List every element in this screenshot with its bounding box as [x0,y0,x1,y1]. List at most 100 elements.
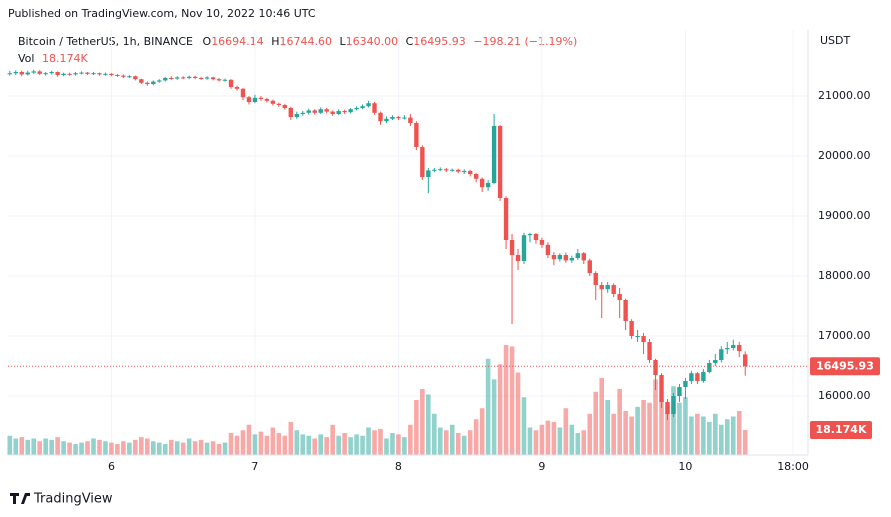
volume-bar [180,442,186,455]
x-tick-label: 6 [108,460,115,473]
volume-bar [348,437,353,455]
volume-bar [623,411,628,455]
volume-bar [61,441,66,455]
candle-body [575,253,581,259]
candle-body [234,87,240,89]
candle-body [629,321,634,337]
candle-body [545,244,551,256]
volume-bar [222,442,228,455]
candle-body [402,117,407,119]
volume-bar [689,416,694,455]
volume-bar [330,424,335,455]
volume-bar [479,408,485,455]
candle-body [635,336,640,338]
volume-bar [677,402,682,455]
candle-body [258,97,264,100]
candle-body [665,402,670,415]
volume-tag-bg [810,421,872,440]
candle-body [97,73,102,75]
y-tick-label: 17000.00 [818,329,871,342]
volume-bar [742,430,748,455]
candle-body [438,169,443,171]
volume-bar [605,400,611,455]
volume-bar [659,400,664,455]
open-value: 16694.14 [211,35,264,48]
y-tick-label: 18000.00 [818,269,871,282]
x-tick-label: 8 [395,460,402,473]
volume-bar [551,422,557,455]
volume-tag: 18.174K [816,423,867,436]
candle-body [336,111,341,115]
volume-bar [461,435,467,455]
candle-body [737,345,742,352]
candle-body [43,73,48,75]
candle-body [509,240,515,256]
candle-body [31,71,36,73]
volume-bar [635,406,640,455]
candle-body [581,253,586,261]
candle-body [163,78,168,81]
volume-bar [150,441,156,455]
volume-bar [204,442,210,455]
volume-bar [19,437,25,455]
candle-body [240,88,246,98]
candle-body [19,72,24,75]
candle-body [503,198,509,241]
volume-bar [449,424,455,455]
candle-body [360,106,365,109]
volume-bar [378,428,383,455]
candle-body [55,72,60,76]
volume-bar [539,424,545,455]
volume-bar [384,438,389,455]
volume-bar [665,405,670,455]
candle-body [372,103,377,113]
candle-body [491,126,497,184]
candle-body [647,342,652,361]
volume-bar [318,434,324,455]
candle-body [467,171,473,175]
volume-bar [306,435,312,455]
volume-bar [282,435,288,455]
volume-bar [587,413,593,455]
candle-body [366,103,371,107]
y-axis-label: USDT [820,34,851,47]
volume-bar [210,441,216,455]
candle-body [342,111,347,113]
candle-body [210,77,216,80]
candle-body [599,285,604,290]
volume-bar [611,413,616,455]
candle-body [725,348,730,350]
open-label: O [203,35,212,48]
footer-logo: TradingView [10,492,113,507]
volume-bar [527,427,533,455]
volume-bar [300,434,306,455]
volume-bar [354,434,359,455]
candle-body [408,117,413,124]
change-value: −198.21 (−1.19%) [473,35,577,48]
volume-bar [145,438,150,455]
candle-body [533,234,539,241]
volume-bar [324,437,329,455]
candle-body [593,273,598,286]
volume-bar [701,416,706,455]
volume-bar [509,346,515,455]
volume-bar [521,397,527,455]
x-tick-label: 9 [538,460,545,473]
volume-bar [258,431,264,455]
candle-body [115,75,120,77]
candle-body [378,112,383,122]
volume-bar [115,444,120,455]
volume-bar [31,438,37,455]
volume-bar [168,439,174,455]
volume-bar [724,419,730,455]
candle-body [133,76,138,80]
candle-body [569,258,575,261]
candle-body [563,255,569,261]
candle-body [617,294,622,301]
published-note: Published on TradingView.com, Nov 10, 20… [8,7,316,20]
candle-body [7,73,12,75]
volume-bar [402,437,407,455]
volume-bar [91,438,96,455]
volume-bar [186,438,192,455]
volume-bar [432,413,437,455]
